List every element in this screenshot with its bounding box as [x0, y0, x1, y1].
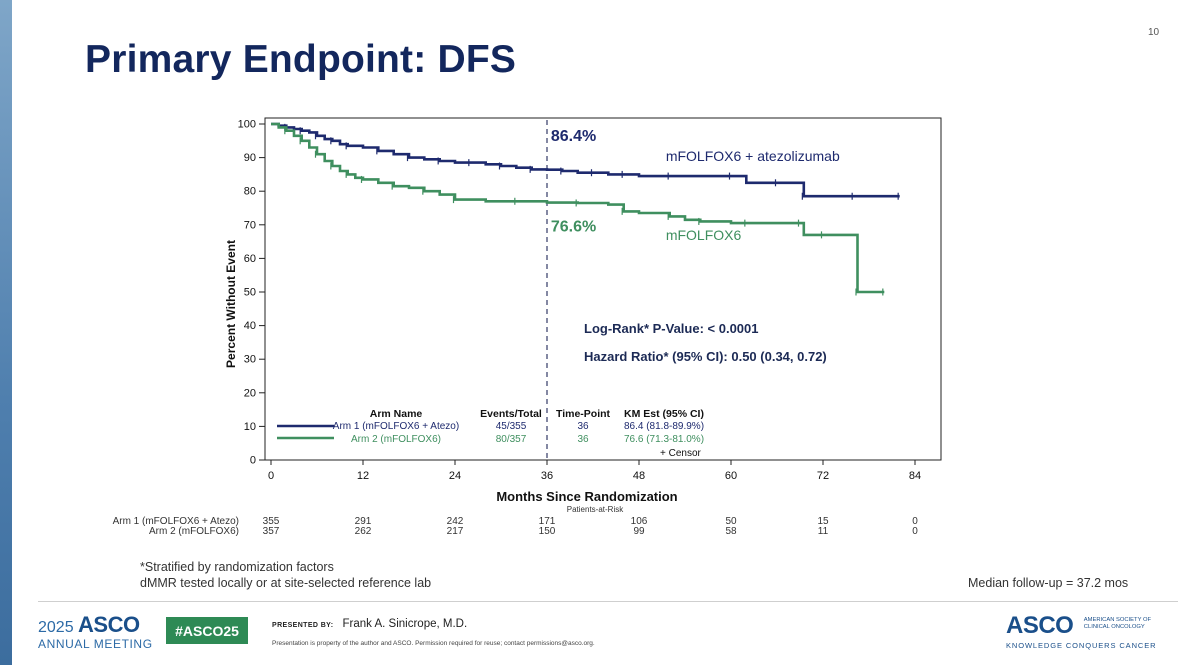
legend-arm2-timepoint: 36	[577, 434, 589, 445]
meeting-year: 2025	[38, 619, 74, 636]
x-tick-label: 72	[817, 470, 829, 482]
legend-arm2-name: Arm 2 (mFOLFOX6)	[351, 434, 441, 445]
y-tick-label: 90	[244, 152, 256, 164]
y-axis-label: Percent Without Event	[224, 240, 238, 368]
at-risk-title: Patients-at-Risk	[567, 505, 624, 514]
asco-brand: ASCO	[1006, 612, 1074, 639]
slide-number: 10	[1148, 27, 1160, 38]
x-tick-label: 48	[633, 470, 645, 482]
km-curve-arm1	[271, 122, 900, 198]
x-tick-label: 36	[541, 470, 553, 482]
y-tick-label: 20	[244, 387, 256, 399]
x-tick-label: 24	[449, 470, 461, 482]
y-tick-label: 100	[238, 119, 256, 131]
legend-arm2-km: 76.6 (71.3-81.0%)	[624, 434, 704, 445]
at-risk-count: 217	[447, 526, 464, 537]
at-risk-count: 50	[725, 516, 737, 527]
y-tick-label: 40	[244, 320, 256, 332]
at-risk-count: 262	[355, 526, 372, 537]
legend-header-events: Events/Total	[480, 408, 542, 420]
footer-divider	[38, 601, 1178, 602]
stats-logrank: Log-Rank* P-Value: < 0.0001	[584, 321, 758, 336]
x-tick-label: 0	[268, 470, 274, 482]
asco-logo: ASCO AMERICAN SOCIETY OF CLINICAL ONCOLO…	[1006, 612, 1162, 650]
footnote-stratified: *Stratified by randomization factors	[140, 560, 334, 574]
slide-accent-bar	[0, 0, 12, 665]
at-risk-count: 150	[539, 526, 556, 537]
plot-frame	[264, 117, 942, 461]
y-tick-label: 70	[244, 219, 256, 231]
legend-arm1-km: 86.4 (81.8-89.9%)	[624, 421, 704, 432]
meeting-logo: 2025 ASCO ANNUAL MEETING	[38, 612, 153, 651]
series-label-arm2: mFOLFOX6	[666, 227, 742, 243]
at-risk-count: 0	[912, 526, 918, 537]
footnote-dmmr: dMMR tested locally or at site-selected …	[140, 576, 432, 590]
at-risk-count: 15	[817, 516, 829, 527]
y-tick-label: 80	[244, 186, 256, 198]
legend-header-km: KM Est (95% CI)	[624, 408, 704, 420]
presented-label: PRESENTED BY:	[272, 622, 334, 629]
legend-arm1-name: Arm 1 (mFOLFOX6 + Atezo)	[333, 421, 459, 432]
x-tick-label: 12	[357, 470, 369, 482]
at-risk-count: 58	[725, 526, 737, 537]
annotation-value-arm1: 86.4%	[551, 128, 596, 145]
disclaimer: Presentation is property of the author a…	[272, 640, 595, 647]
meeting-brand: ASCO	[78, 612, 140, 637]
meeting-sub: ANNUAL MEETING	[38, 637, 153, 651]
at-risk-count: 171	[539, 516, 556, 527]
series-label-arm1: mFOLFOX6 + atezolizumab	[666, 148, 840, 164]
at-risk-count: 355	[263, 516, 280, 527]
x-tick-label: 84	[909, 470, 921, 482]
presented-by: PRESENTED BY: Frank A. Sinicrope, M.D.	[272, 618, 467, 630]
x-tick-label: 60	[725, 470, 737, 482]
at-risk-count: 106	[631, 516, 648, 527]
asco-society: AMERICAN SOCIETY OF CLINICAL ONCOLOGY	[1083, 617, 1152, 631]
y-tick-label: 60	[244, 253, 256, 265]
annotation-value-arm2: 76.6%	[551, 219, 596, 236]
y-tick-label: 0	[250, 455, 256, 467]
y-tick-label: 30	[244, 354, 256, 366]
km-chart: Percent Without Event Months Since Rando…	[113, 117, 942, 537]
at-risk-count: 291	[355, 516, 372, 527]
y-tick-label: 10	[244, 421, 256, 433]
y-tick-label: 50	[244, 287, 256, 299]
at-risk-label-arm2: Arm 2 (mFOLFOX6)	[149, 526, 239, 537]
at-risk-label-arm1: Arm 1 (mFOLFOX6 + Atezo)	[113, 516, 239, 527]
asco-tagline: KNOWLEDGE CONQUERS CANCER	[1006, 641, 1157, 650]
legend-arm2-events: 80/357	[496, 434, 527, 445]
presenter-name: Frank A. Sinicrope, M.D.	[342, 618, 468, 630]
median-followup: Median follow-up = 37.2 mos	[968, 576, 1129, 590]
at-risk-count: 357	[263, 526, 280, 537]
legend-header-timepoint: Time-Point	[556, 408, 611, 420]
x-axis-label: Months Since Randomization	[496, 489, 677, 504]
legend-censor-note: + Censor	[660, 448, 702, 459]
at-risk-count: 99	[633, 526, 645, 537]
km-curve-arm2	[271, 122, 885, 294]
hashtag-badge: #ASCO25	[166, 617, 248, 644]
slide-title: Primary Endpoint: DFS	[85, 38, 517, 81]
at-risk-count: 242	[447, 516, 464, 527]
stats-hazard-ratio: Hazard Ratio* (95% CI): 0.50 (0.34, 0.72…	[584, 349, 827, 364]
legend-arm1-events: 45/355	[496, 421, 527, 432]
legend-arm1-timepoint: 36	[577, 421, 589, 432]
legend-header-arm: Arm Name	[370, 408, 423, 420]
at-risk-count: 0	[912, 516, 918, 527]
at-risk-count: 11	[818, 526, 829, 537]
